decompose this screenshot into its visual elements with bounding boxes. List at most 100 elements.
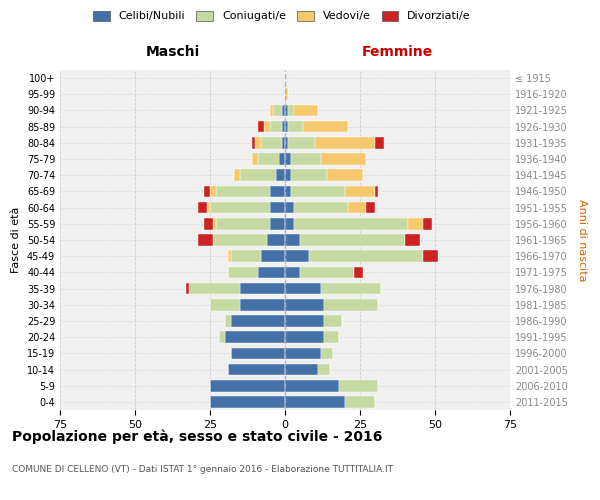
Bar — [285, 250, 309, 262]
Bar — [345, 396, 375, 407]
Bar — [285, 104, 288, 117]
Bar — [285, 266, 300, 278]
Text: Femmine: Femmine — [362, 44, 433, 59]
Bar — [213, 218, 216, 230]
Bar — [258, 266, 285, 278]
Bar — [291, 153, 321, 165]
Bar — [291, 170, 327, 181]
Bar — [258, 121, 264, 132]
Bar — [300, 234, 405, 246]
Bar — [294, 218, 408, 230]
Bar — [273, 104, 282, 117]
Bar — [354, 266, 363, 278]
Bar — [204, 218, 213, 230]
Bar — [228, 364, 285, 376]
Bar — [207, 202, 210, 213]
Bar — [339, 380, 378, 392]
Bar — [285, 396, 345, 407]
Bar — [288, 137, 315, 148]
Bar — [285, 364, 318, 376]
Bar — [282, 121, 285, 132]
Bar — [213, 234, 267, 246]
Bar — [204, 186, 210, 198]
Bar — [264, 121, 270, 132]
Bar — [261, 137, 282, 148]
Text: Maschi: Maschi — [145, 44, 200, 59]
Bar — [216, 218, 270, 230]
Y-axis label: Anni di nascita: Anni di nascita — [577, 198, 587, 281]
Bar — [270, 202, 285, 213]
Bar — [252, 153, 258, 165]
Bar — [321, 348, 333, 359]
Bar — [198, 234, 213, 246]
Bar — [267, 234, 285, 246]
Bar — [228, 266, 258, 278]
Bar — [324, 299, 378, 310]
Bar — [285, 88, 288, 100]
Bar — [216, 186, 270, 198]
Bar — [255, 137, 261, 148]
Bar — [231, 250, 261, 262]
Bar — [270, 104, 273, 117]
Bar — [423, 250, 438, 262]
Y-axis label: Fasce di età: Fasce di età — [11, 207, 21, 273]
Bar — [219, 332, 225, 343]
Bar — [285, 380, 339, 392]
Bar — [285, 282, 321, 294]
Bar — [240, 299, 285, 310]
Bar — [270, 218, 285, 230]
Bar — [285, 234, 300, 246]
Bar — [324, 332, 339, 343]
Bar — [228, 250, 231, 262]
Bar — [315, 137, 375, 148]
Bar — [231, 348, 285, 359]
Bar — [285, 186, 291, 198]
Bar — [186, 282, 189, 294]
Bar — [288, 121, 303, 132]
Bar — [279, 153, 285, 165]
Bar — [198, 202, 207, 213]
Bar — [408, 218, 423, 230]
Text: Popolazione per età, sesso e stato civile - 2016: Popolazione per età, sesso e stato civil… — [12, 430, 382, 444]
Bar — [294, 104, 318, 117]
Bar — [231, 315, 285, 327]
Bar — [345, 186, 375, 198]
Bar — [321, 153, 366, 165]
Bar — [324, 315, 342, 327]
Bar — [318, 364, 330, 376]
Bar — [327, 170, 363, 181]
Bar — [210, 380, 285, 392]
Bar — [189, 282, 240, 294]
Bar — [210, 396, 285, 407]
Bar — [210, 299, 240, 310]
Bar — [258, 153, 279, 165]
Bar — [252, 137, 255, 148]
Bar — [270, 186, 285, 198]
Bar — [225, 315, 231, 327]
Bar — [375, 186, 378, 198]
Bar — [294, 202, 348, 213]
Bar — [276, 170, 285, 181]
Bar — [285, 202, 294, 213]
Bar — [234, 170, 240, 181]
Bar — [300, 266, 354, 278]
Bar — [291, 186, 345, 198]
Bar — [210, 186, 216, 198]
Bar — [288, 104, 294, 117]
Bar — [240, 170, 276, 181]
Bar — [285, 218, 294, 230]
Bar — [210, 202, 270, 213]
Bar — [285, 332, 324, 343]
Bar — [240, 282, 285, 294]
Bar — [366, 202, 375, 213]
Bar — [405, 234, 420, 246]
Bar — [285, 348, 321, 359]
Bar — [309, 250, 423, 262]
Bar — [285, 153, 291, 165]
Bar — [285, 137, 288, 148]
Bar — [270, 121, 282, 132]
Bar — [282, 137, 285, 148]
Bar — [375, 137, 384, 148]
Bar — [321, 282, 381, 294]
Bar — [303, 121, 348, 132]
